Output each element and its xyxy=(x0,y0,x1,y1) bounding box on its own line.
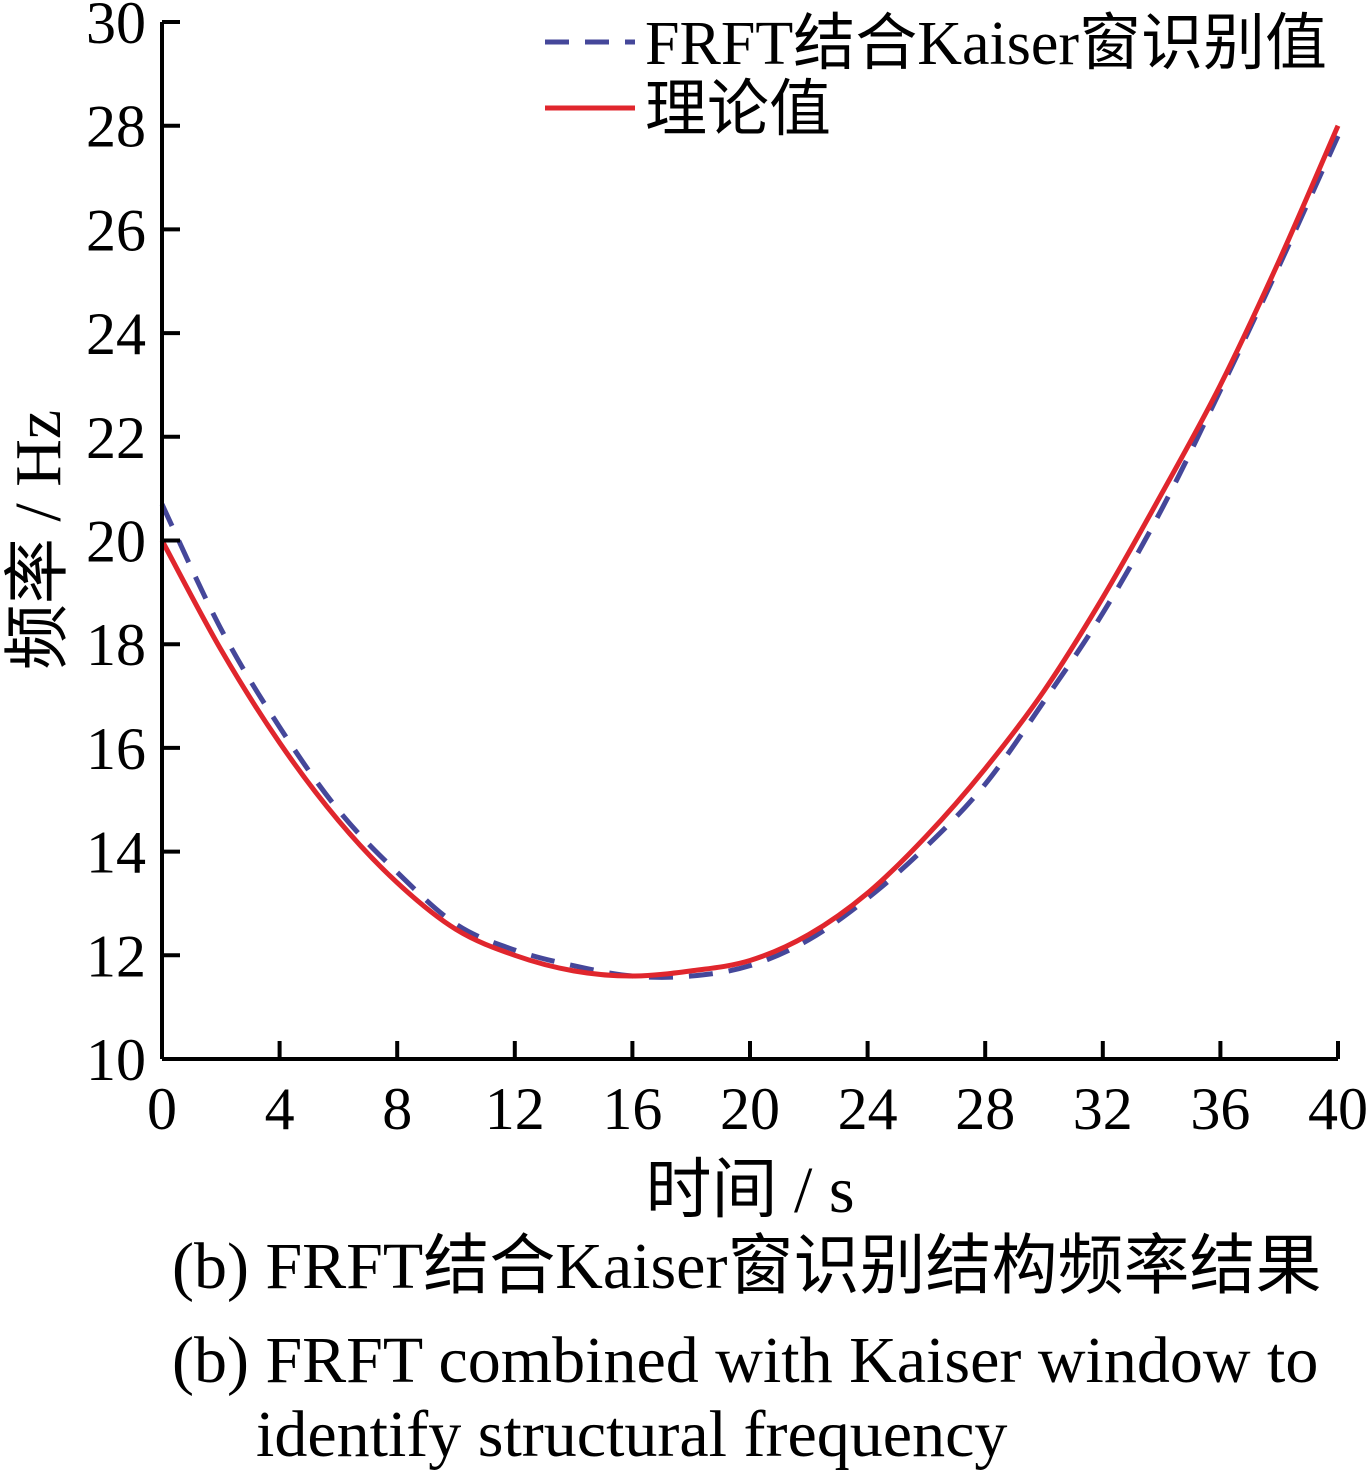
caption-english-line2: identify structural frequency xyxy=(256,1398,1008,1471)
x-tick-label: 0 xyxy=(147,1076,177,1142)
x-tick-label: 8 xyxy=(382,1076,412,1142)
y-tick-label: 24 xyxy=(86,301,146,367)
x-tick-label: 28 xyxy=(955,1076,1015,1142)
y-tick-label: 18 xyxy=(86,612,146,678)
x-tick-label: 24 xyxy=(838,1076,898,1142)
x-tick-label: 32 xyxy=(1073,1076,1133,1142)
y-tick-label: 30 xyxy=(86,0,146,56)
legend-label: 理论值 xyxy=(645,76,831,144)
y-tick-label: 20 xyxy=(86,509,146,575)
series-line-frft xyxy=(159,135,1341,980)
series-line-theory xyxy=(159,124,1341,979)
y-tick-label: 10 xyxy=(86,1027,146,1093)
frequency-chart: 0 4 8 12 16 20 24 28 32 36 40 10 12 14 16 18 20 22 24 26 28… xyxy=(2,0,1368,1222)
caption-english-line1: (b) FRFT combined with Kaiser window to xyxy=(172,1324,1319,1397)
y-tick-label: 16 xyxy=(86,716,146,782)
y-tick-label: 26 xyxy=(86,197,146,263)
x-tick-label: 40 xyxy=(1308,1076,1368,1142)
x-tick-label: 16 xyxy=(602,1076,662,1142)
legend-label: FRFT结合Kaiser窗识别值 xyxy=(645,10,1327,78)
x-axis: 0 4 8 12 16 20 24 28 32 36 40 xyxy=(147,1041,1368,1142)
y-tick-label: 12 xyxy=(86,923,146,989)
y-tick-label: 22 xyxy=(86,405,146,471)
y-axis-label: 频率 / Hz xyxy=(2,410,75,670)
y-tick-label: 28 xyxy=(86,94,146,160)
y-axis: 10 12 14 16 18 20 22 24 26 28 30 xyxy=(86,0,180,1093)
y-tick-label: 14 xyxy=(86,820,146,886)
x-tick-label: 4 xyxy=(265,1076,295,1142)
caption-chinese: (b) FRFT结合Kaiser窗识别结构频率结果 xyxy=(172,1230,1322,1303)
x-axis-label: 时间 / s xyxy=(645,1154,854,1222)
x-tick-label: 12 xyxy=(485,1076,545,1142)
plot-area xyxy=(159,124,1341,980)
x-tick-label: 36 xyxy=(1190,1076,1250,1142)
x-tick-label: 20 xyxy=(720,1076,780,1142)
